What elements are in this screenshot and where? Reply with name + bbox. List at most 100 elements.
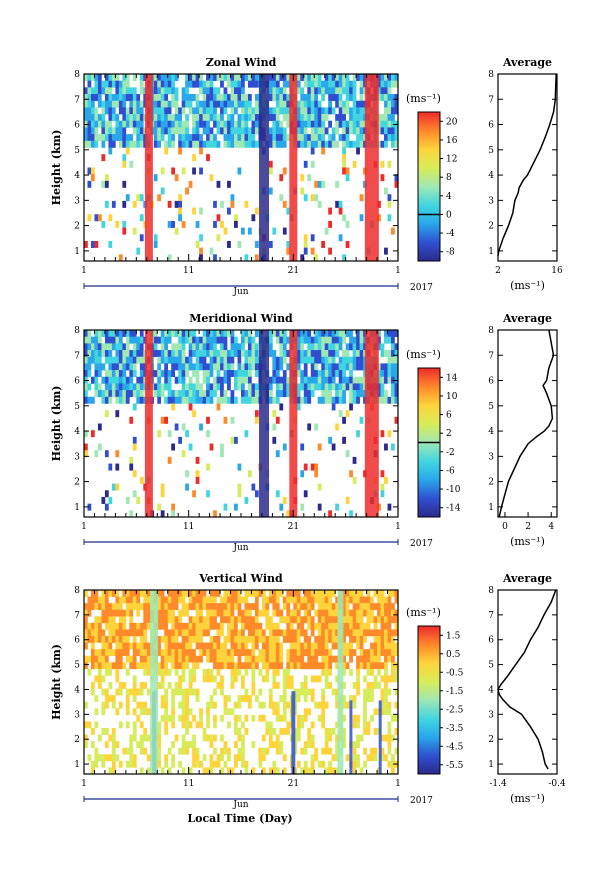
heatmap-cell <box>275 590 280 597</box>
heatmap-cell <box>181 330 186 337</box>
heatmap-cell <box>87 396 92 404</box>
heatmap-cell <box>84 383 88 391</box>
heatmap-cell <box>335 330 339 337</box>
heatmap-cell <box>380 383 385 391</box>
heatmap-cell <box>356 114 360 122</box>
heatmap-cell <box>195 721 200 729</box>
heatmap-cell <box>254 616 259 624</box>
heatmap-cell <box>300 721 305 729</box>
heatmap-cell <box>108 363 113 371</box>
heatmap-cell <box>234 107 238 115</box>
heatmap-cell <box>335 747 339 755</box>
heatmap-cell <box>272 410 277 418</box>
heatmap-cell <box>254 662 259 670</box>
heatmap-cell <box>241 609 245 617</box>
heatmap-cell <box>185 120 189 128</box>
heatmap-cell <box>282 682 287 689</box>
heatmap-cell <box>286 247 291 255</box>
heatmap-cell <box>387 120 392 128</box>
heatmap-cell <box>310 376 315 384</box>
heatmap-cell <box>282 688 287 696</box>
heatmap-cell <box>321 760 326 768</box>
heatmap-cell <box>188 134 193 142</box>
heatmap-cell <box>321 120 326 128</box>
heatmap-cell <box>265 662 270 670</box>
heatmap-cell <box>111 741 116 749</box>
heatmap-cell <box>223 127 228 135</box>
heatmap-cell <box>300 370 305 378</box>
heatmap-cell <box>335 767 339 775</box>
avg-x-tick-label: 2 <box>525 522 531 532</box>
heatmap-cell <box>167 107 172 115</box>
heatmap-cell <box>317 74 322 81</box>
heatmap-cell <box>213 760 217 768</box>
heatmap-cell <box>104 450 109 458</box>
heatmap-cell <box>230 343 235 351</box>
heatmap-cell <box>234 220 238 228</box>
heatmap-cell <box>118 760 123 768</box>
heatmap-cell <box>328 622 333 630</box>
heatmap-cell <box>307 728 312 735</box>
heatmap-cell <box>244 74 249 81</box>
heatmap-cell <box>387 590 392 597</box>
heatmap-cell <box>101 376 106 384</box>
heatmap-cell <box>244 100 249 108</box>
heatmap-cell <box>254 127 259 135</box>
heatmap-cell <box>247 609 252 617</box>
heatmap-cell <box>157 616 162 624</box>
heatmap-cell <box>286 240 291 248</box>
heatmap-cell <box>335 370 339 378</box>
heatmap-cell <box>132 629 137 637</box>
heatmap-cell <box>387 370 392 378</box>
heatmap-cell <box>286 74 291 81</box>
heatmap-cell <box>314 675 319 683</box>
heatmap-cell <box>209 107 214 115</box>
heatmap-cell <box>286 682 291 689</box>
heatmap-cell <box>258 714 263 722</box>
heatmap-cell <box>296 721 301 729</box>
heatmap-cell <box>279 134 284 142</box>
heatmap-cell <box>209 655 214 663</box>
heatmap-cell <box>296 642 301 650</box>
heatmap-cell <box>237 754 242 762</box>
heatmap-cell <box>146 596 151 604</box>
heatmap-cell <box>321 114 326 122</box>
heatmap-cell <box>188 74 193 81</box>
heatmap-cell <box>104 590 109 597</box>
heatmap-cell <box>275 356 280 364</box>
heatmap-cell <box>352 383 357 391</box>
heatmap-cell <box>101 590 106 597</box>
heatmap-cell <box>111 609 116 617</box>
heatmap-cell <box>230 396 235 404</box>
heatmap-cell <box>167 336 172 344</box>
heatmap-cell <box>328 436 333 444</box>
heatmap-cell <box>171 590 176 597</box>
heatmap-cell <box>300 336 305 344</box>
heatmap-cell <box>307 107 312 115</box>
heatmap-cell <box>227 94 231 102</box>
heatmap-cell <box>136 114 141 122</box>
heatmap-cell <box>216 100 221 108</box>
avg-y-tick-label: 3 <box>488 452 494 462</box>
heatmap-cell <box>328 662 333 670</box>
heatmap-cell <box>87 336 92 344</box>
heatmap-cell <box>251 603 256 611</box>
heatmap-cell <box>314 423 319 431</box>
heatmap-cell <box>104 596 109 604</box>
heatmap-cell <box>167 330 172 337</box>
heatmap-cell <box>125 80 130 88</box>
heatmap-cell <box>199 649 203 657</box>
heatmap-cell <box>94 590 99 597</box>
heatmap-cell <box>272 80 277 88</box>
heatmap-cell <box>331 376 336 384</box>
heatmap-cell <box>261 714 266 722</box>
heatmap-cell <box>202 728 207 735</box>
heatmap-cell <box>118 94 123 102</box>
heatmap-cell <box>314 376 319 384</box>
heatmap-cell <box>129 754 134 762</box>
heatmap-cell <box>331 622 336 630</box>
heatmap-cell <box>94 649 99 657</box>
heatmap-cell <box>220 376 224 384</box>
heatmap-cell <box>199 140 203 148</box>
heatmap-cell <box>272 649 277 657</box>
